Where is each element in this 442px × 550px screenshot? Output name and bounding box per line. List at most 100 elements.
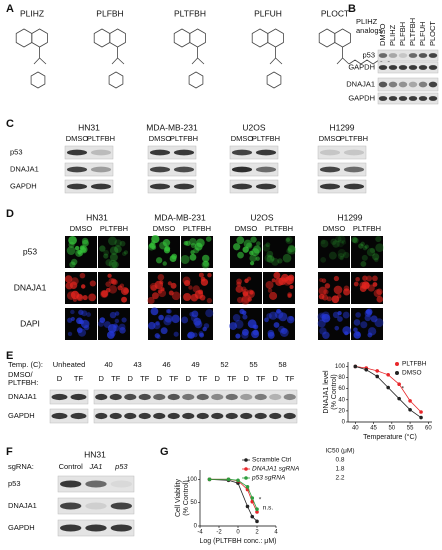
cell: [76, 327, 83, 334]
cell: [105, 259, 113, 267]
row-label: p53: [23, 246, 37, 256]
lane-label: TF: [285, 374, 295, 383]
cell: [342, 251, 350, 259]
cell: [154, 333, 160, 339]
cell: [122, 251, 127, 256]
blot-band: [66, 183, 88, 190]
cell: [108, 259, 118, 269]
lane-label: p53: [114, 462, 128, 471]
blot-band: [66, 166, 88, 173]
cell: [344, 331, 349, 336]
lane-label: D: [215, 374, 221, 383]
cell: [244, 278, 249, 284]
cell: [106, 331, 115, 339]
blot-band: [255, 149, 277, 156]
cell: [114, 239, 122, 247]
cell: [262, 244, 271, 252]
cell: [253, 324, 259, 330]
blot-band: [85, 502, 107, 510]
micrograph: [351, 236, 383, 268]
cell: [114, 311, 120, 316]
cell: [184, 280, 191, 287]
x-tick-label: -4: [197, 530, 203, 536]
treatment-label: PLTFBH: [100, 224, 128, 233]
cell: [108, 285, 118, 294]
blot-band: [231, 166, 253, 173]
cell: [181, 316, 189, 324]
cell: [162, 261, 167, 266]
bond: [111, 47, 125, 65]
blot-band: [408, 53, 418, 58]
cell: [108, 236, 117, 246]
blot-band: [60, 524, 82, 532]
blot-band: [428, 96, 438, 101]
ic50-value: 1.8: [335, 466, 344, 473]
cell: [180, 254, 190, 264]
blot-band: [398, 96, 408, 101]
cell: [372, 275, 378, 282]
treatment-label: DMSO: [149, 134, 172, 143]
row-label: GAPDH: [8, 523, 35, 532]
cell: [241, 328, 249, 336]
cell: [198, 272, 204, 278]
ring: [108, 71, 124, 89]
data-point: [375, 374, 380, 379]
y-tick-label: 20: [338, 408, 345, 414]
x-tick-label: 4: [274, 530, 278, 536]
cell: [265, 242, 271, 248]
blot: [229, 162, 279, 177]
blot-band: [70, 393, 87, 401]
blot-band: [428, 65, 438, 70]
cell: [191, 310, 199, 318]
panel-label: B: [348, 3, 356, 15]
blot: [317, 162, 367, 177]
blot-band: [124, 412, 137, 420]
blot-band: [196, 393, 209, 401]
lane-label: JA1: [89, 462, 103, 471]
structure: [251, 28, 284, 89]
ring: [266, 71, 282, 89]
lane-label: D: [99, 374, 105, 383]
cell-line: HN31: [84, 449, 106, 459]
blot: [93, 389, 298, 405]
data-point: [419, 415, 423, 420]
cell: [333, 275, 340, 282]
data-point: [250, 514, 255, 519]
y-axis-label: DNAJA1 level: [323, 370, 330, 414]
cell: [289, 284, 294, 290]
blot-band: [90, 183, 112, 190]
blot-band: [90, 166, 112, 173]
bond: [33, 47, 47, 65]
x-axis-label: Temperature (°C): [363, 433, 417, 441]
cell: [320, 239, 326, 245]
row-label: p53: [10, 147, 23, 156]
temp: 49: [191, 360, 199, 369]
y-tick-label: 50: [190, 500, 197, 506]
cell: [155, 321, 160, 326]
blot-band: [378, 81, 388, 88]
blot: [317, 179, 367, 194]
cell: [189, 253, 197, 261]
cell: [353, 319, 361, 326]
cell: [235, 333, 241, 339]
blot-band: [418, 96, 428, 101]
cell: [287, 292, 292, 297]
lane-label: D: [128, 374, 134, 383]
blot-band: [51, 412, 68, 420]
x-tick-label: 60: [425, 426, 432, 432]
cell: [112, 279, 118, 286]
cell: [243, 239, 252, 248]
lane-label: Control: [59, 462, 84, 471]
blot-band: [109, 412, 122, 420]
cell: [360, 241, 365, 247]
blot-band: [149, 166, 171, 173]
cell: [103, 249, 109, 256]
blot-band: [408, 96, 418, 101]
micrograph: [263, 236, 295, 268]
cell: [173, 331, 179, 337]
cell: [286, 315, 295, 324]
cell: [366, 275, 373, 282]
cell: [78, 309, 84, 316]
cell: [123, 250, 129, 255]
cell: [200, 276, 206, 282]
